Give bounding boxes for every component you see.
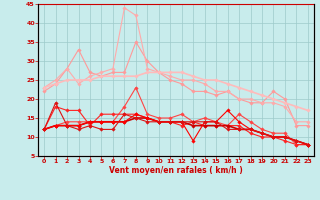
X-axis label: Vent moyen/en rafales ( km/h ): Vent moyen/en rafales ( km/h ) bbox=[109, 166, 243, 175]
